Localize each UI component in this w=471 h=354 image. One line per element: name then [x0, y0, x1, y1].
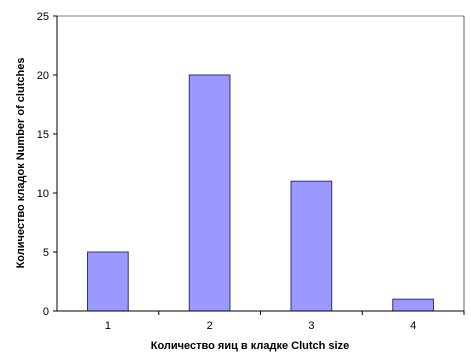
y-tick-label: 20	[37, 70, 49, 82]
bar-3	[290, 180, 333, 312]
x-tick-label: 3	[308, 320, 314, 332]
bar-2	[188, 74, 231, 312]
x-tick-label: 4	[410, 320, 416, 332]
y-tick-label: 25	[37, 11, 49, 23]
y-axis-ticks: 0 5 10 15 20 25	[37, 11, 57, 318]
y-tick-label: 5	[43, 247, 49, 259]
y-axis-label: Количество кладок Number of clutches	[15, 58, 27, 269]
bar-1	[87, 251, 129, 312]
y-tick-label: 15	[37, 129, 49, 141]
bar-4	[392, 298, 434, 312]
bars	[87, 74, 434, 312]
x-axis-label: Количество яиц в кладке Clutch size	[151, 340, 349, 352]
x-tick-label: 1	[105, 320, 111, 332]
y-tick-label: 10	[37, 188, 49, 200]
y-tick-label: 0	[43, 306, 49, 318]
x-axis-ticks: 1 2 3 4	[105, 311, 465, 332]
x-tick-label: 2	[207, 320, 213, 332]
